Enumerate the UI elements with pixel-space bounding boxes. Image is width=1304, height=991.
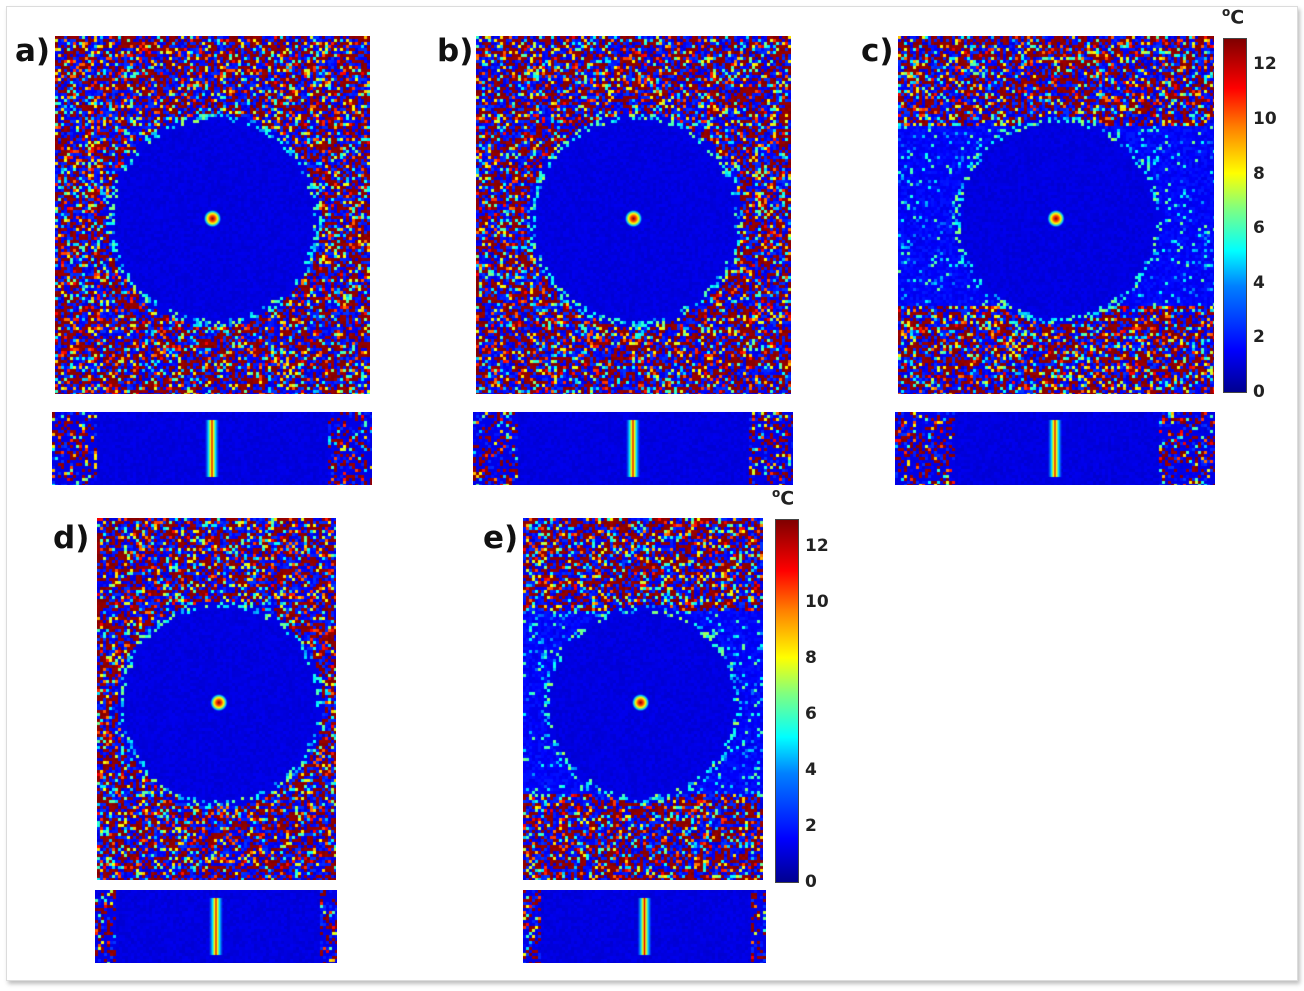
panel-b-sagittal-map <box>473 412 793 485</box>
panel-label-a: a) <box>15 33 51 69</box>
colorbar-2-tick-8: 8 <box>805 648 817 668</box>
colorbar-2 <box>775 519 799 883</box>
panel-label-e: e) <box>483 520 519 556</box>
panel-c-sagittal-map <box>895 412 1215 485</box>
colorbar-2-tick-6: 6 <box>805 704 817 724</box>
colorbar-2-tick-0: 0 <box>805 872 817 892</box>
colorbar-1-tick-8: 8 <box>1253 163 1265 184</box>
panel-label-b: b) <box>437 33 474 69</box>
panel-a-axial-map <box>55 36 370 394</box>
colorbar-2-unit: oC <box>772 486 795 510</box>
colorbar-2-tick-10: 10 <box>805 592 829 612</box>
panel-label-d: d) <box>53 520 90 556</box>
colorbar-1-tick-0: 0 <box>1253 382 1265 402</box>
colorbar-1-tick-4: 4 <box>1253 272 1265 293</box>
panel-a-sagittal-map <box>52 412 372 485</box>
panel-d-sagittal-map <box>95 890 337 963</box>
colorbar-1-tick-2: 2 <box>1253 327 1265 348</box>
panel-b-axial-map <box>476 36 791 394</box>
colorbar-1-tick-12: 12 <box>1253 54 1277 75</box>
panel-label-c: c) <box>861 33 894 69</box>
panel-e-axial-map <box>523 518 763 880</box>
colorbar-2-tick-12: 12 <box>805 536 829 556</box>
colorbar-2-tick-2: 2 <box>805 816 817 836</box>
colorbar-1-unit: oC <box>1222 5 1245 29</box>
colorbar-1 <box>1223 38 1247 393</box>
colorbar-2-tick-4: 4 <box>805 760 817 780</box>
panel-d-axial-map <box>97 518 336 880</box>
colorbar-1-tick-6: 6 <box>1253 218 1265 239</box>
panel-c-axial-map <box>898 36 1214 394</box>
panel-e-sagittal-map <box>523 890 766 963</box>
colorbar-1-tick-10: 10 <box>1253 108 1277 129</box>
